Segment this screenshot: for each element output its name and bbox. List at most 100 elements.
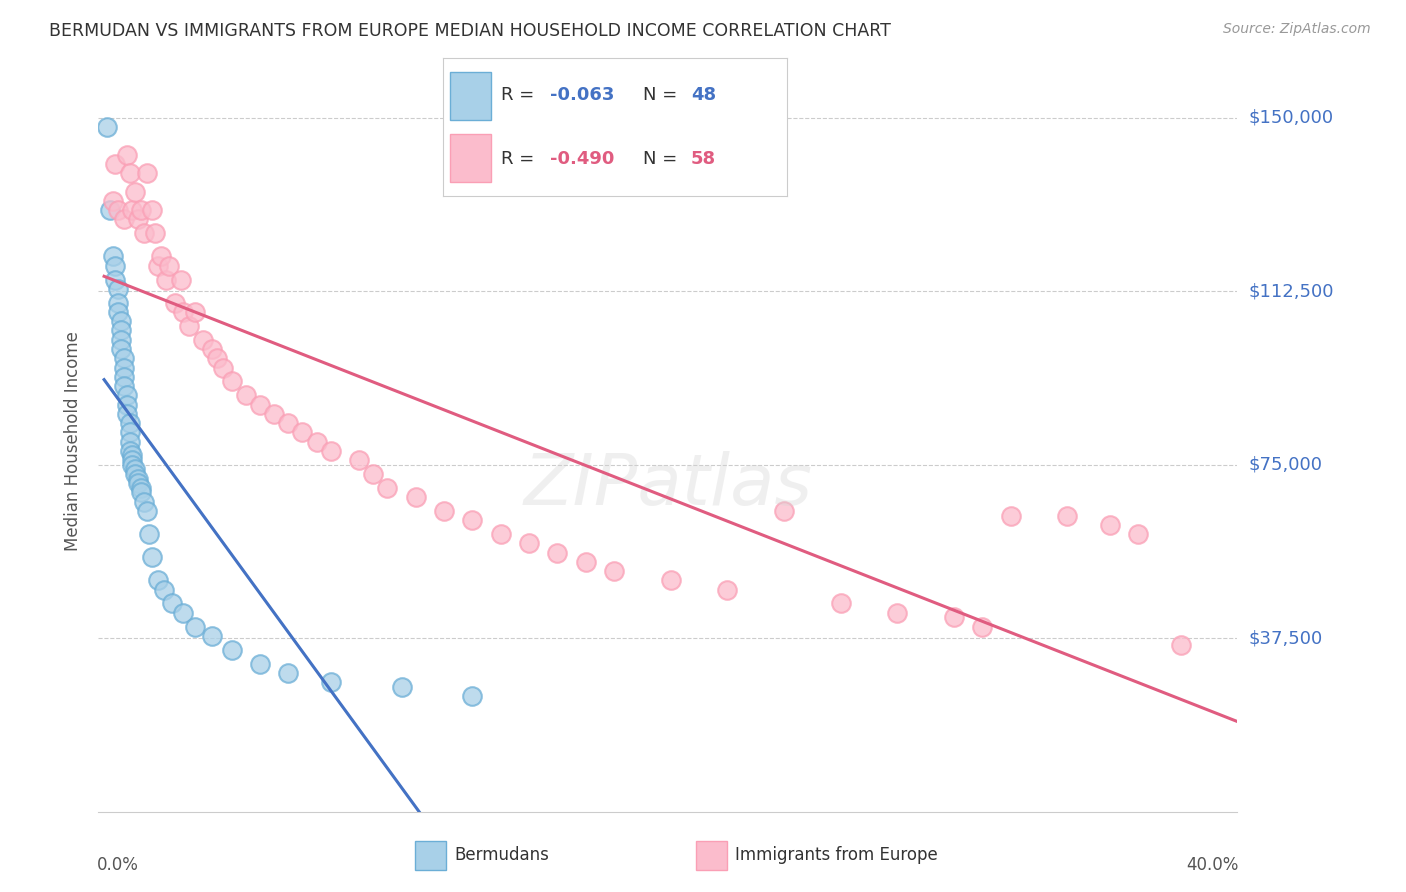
Point bbox=[291, 425, 314, 440]
Point bbox=[101, 194, 124, 208]
FancyBboxPatch shape bbox=[450, 71, 491, 120]
Point bbox=[98, 203, 121, 218]
Point bbox=[659, 574, 682, 588]
Point bbox=[110, 333, 132, 347]
Point bbox=[461, 513, 484, 527]
Point bbox=[1126, 527, 1149, 541]
Point bbox=[121, 453, 143, 467]
Point bbox=[1000, 508, 1022, 523]
Y-axis label: Median Household Income: Median Household Income bbox=[65, 332, 83, 551]
Point bbox=[172, 305, 194, 319]
Point bbox=[146, 574, 169, 588]
Text: R =: R = bbox=[502, 150, 540, 168]
Point bbox=[110, 342, 132, 356]
Point bbox=[118, 443, 141, 458]
Point bbox=[110, 314, 132, 328]
Point bbox=[124, 467, 146, 481]
Point bbox=[277, 416, 299, 430]
Text: Immigrants from Europe: Immigrants from Europe bbox=[735, 847, 938, 864]
Point bbox=[115, 407, 138, 421]
Point bbox=[886, 606, 908, 620]
Point bbox=[433, 504, 456, 518]
Text: $112,500: $112,500 bbox=[1249, 282, 1334, 300]
Point bbox=[773, 504, 796, 518]
Point bbox=[163, 295, 186, 310]
Point bbox=[716, 582, 738, 597]
Point bbox=[124, 462, 146, 476]
Point bbox=[112, 379, 135, 393]
Point bbox=[160, 597, 183, 611]
Point bbox=[110, 324, 132, 338]
Point bbox=[121, 203, 143, 218]
Point bbox=[319, 443, 342, 458]
Point bbox=[603, 564, 626, 578]
Text: ZIPatlas: ZIPatlas bbox=[523, 451, 813, 520]
Point bbox=[249, 657, 271, 671]
Point bbox=[146, 259, 169, 273]
Point bbox=[129, 203, 152, 218]
Text: 40.0%: 40.0% bbox=[1187, 856, 1239, 874]
Point bbox=[138, 527, 160, 541]
Text: -0.490: -0.490 bbox=[550, 150, 614, 168]
Point bbox=[546, 545, 568, 560]
Point bbox=[107, 305, 129, 319]
Point bbox=[152, 582, 174, 597]
Point bbox=[305, 434, 328, 449]
Point bbox=[361, 467, 384, 481]
Point bbox=[118, 416, 141, 430]
Point bbox=[1098, 517, 1121, 532]
Point bbox=[112, 360, 135, 375]
Point bbox=[207, 351, 229, 366]
Point bbox=[135, 166, 157, 180]
Point bbox=[972, 619, 994, 633]
Point bbox=[277, 665, 299, 680]
Point bbox=[112, 351, 135, 366]
Point bbox=[249, 398, 271, 412]
Point bbox=[221, 642, 243, 657]
Point bbox=[575, 555, 598, 569]
Point bbox=[115, 388, 138, 402]
Point bbox=[127, 476, 149, 491]
Point bbox=[141, 550, 163, 565]
Point bbox=[1170, 638, 1192, 652]
Point bbox=[107, 295, 129, 310]
Point bbox=[132, 227, 155, 241]
Point bbox=[184, 619, 207, 633]
Point bbox=[115, 147, 138, 161]
Point bbox=[112, 369, 135, 384]
Point bbox=[347, 453, 370, 467]
Point bbox=[943, 610, 966, 624]
Point bbox=[489, 527, 512, 541]
Text: R =: R = bbox=[502, 87, 540, 104]
Point bbox=[104, 259, 127, 273]
Point bbox=[104, 157, 127, 171]
Point bbox=[461, 689, 484, 703]
Point bbox=[127, 471, 149, 485]
Text: N =: N = bbox=[643, 150, 683, 168]
Point bbox=[107, 282, 129, 296]
Point bbox=[319, 675, 342, 690]
Point bbox=[1056, 508, 1078, 523]
Point bbox=[104, 272, 127, 286]
Point bbox=[129, 481, 152, 495]
Point bbox=[132, 494, 155, 508]
Text: 0.0%: 0.0% bbox=[97, 856, 139, 874]
Text: BERMUDAN VS IMMIGRANTS FROM EUROPE MEDIAN HOUSEHOLD INCOME CORRELATION CHART: BERMUDAN VS IMMIGRANTS FROM EUROPE MEDIA… bbox=[49, 22, 891, 40]
Point bbox=[155, 272, 177, 286]
Text: Bermudans: Bermudans bbox=[454, 847, 548, 864]
Point bbox=[830, 597, 852, 611]
Text: -0.063: -0.063 bbox=[550, 87, 614, 104]
Point bbox=[141, 203, 163, 218]
Text: N =: N = bbox=[643, 87, 683, 104]
Point bbox=[235, 388, 257, 402]
Point bbox=[96, 120, 118, 134]
Point bbox=[127, 212, 149, 227]
Point bbox=[121, 449, 143, 463]
Point bbox=[177, 318, 200, 333]
Text: $37,500: $37,500 bbox=[1249, 629, 1323, 648]
Point bbox=[135, 504, 157, 518]
Point bbox=[129, 485, 152, 500]
Point bbox=[157, 259, 180, 273]
Point bbox=[377, 481, 399, 495]
Point bbox=[107, 203, 129, 218]
